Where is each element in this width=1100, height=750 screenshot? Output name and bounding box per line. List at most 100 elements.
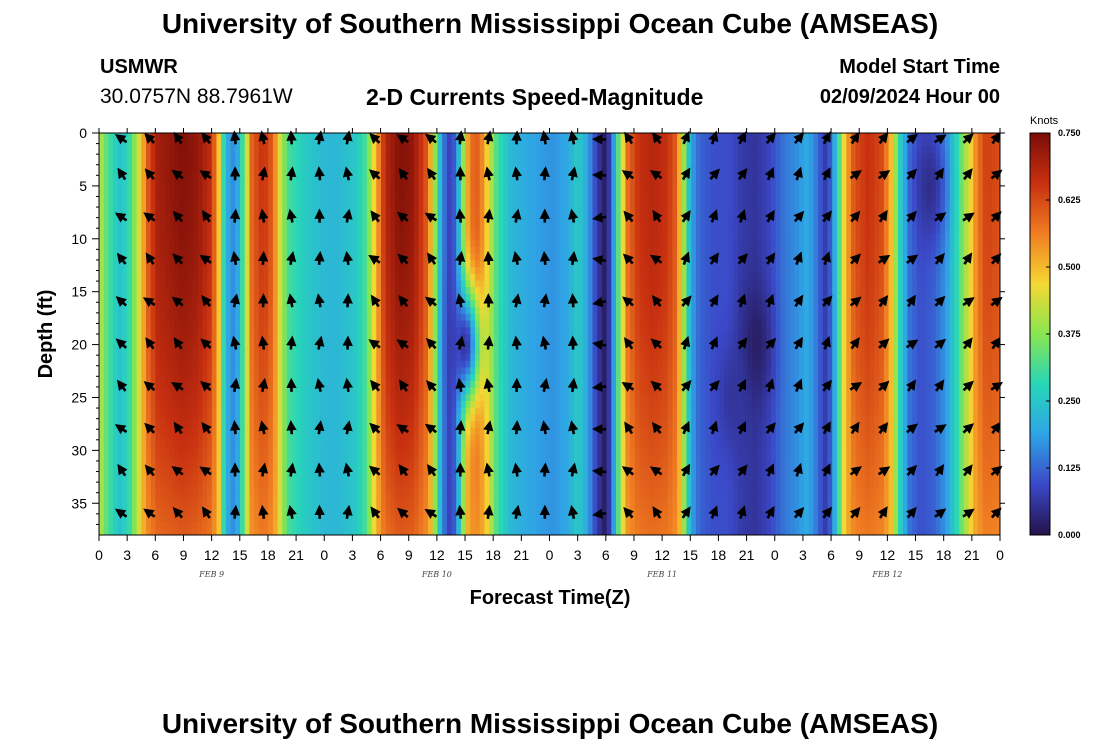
heatmap-cell xyxy=(371,461,377,469)
heatmap-cell xyxy=(108,401,114,409)
heatmap-cell xyxy=(329,340,335,348)
heatmap-cell xyxy=(103,528,109,536)
heatmap-cell xyxy=(160,240,166,248)
heatmap-cell xyxy=(240,200,246,208)
heatmap-cell xyxy=(221,521,227,529)
heatmap-cell xyxy=(413,220,419,228)
heatmap-cell xyxy=(254,528,260,536)
heatmap-cell xyxy=(188,293,194,301)
heatmap-cell xyxy=(470,133,476,141)
heatmap-cell xyxy=(404,220,410,228)
heatmap-cell xyxy=(263,273,269,281)
heatmap-cell xyxy=(211,146,217,154)
heatmap-cell xyxy=(413,186,419,194)
heatmap-cell xyxy=(470,186,476,194)
heatmap-cell xyxy=(409,427,415,435)
heatmap-cell xyxy=(343,481,349,489)
heatmap-cell xyxy=(249,461,255,469)
heatmap-cell xyxy=(446,454,452,462)
heatmap-cell xyxy=(240,193,246,201)
heatmap-cell xyxy=(136,334,142,342)
heatmap-cell xyxy=(225,200,231,208)
heatmap-cell xyxy=(475,159,481,167)
heatmap-cell xyxy=(103,246,109,254)
heatmap-cell xyxy=(127,401,133,409)
heatmap-cell xyxy=(136,246,142,254)
heatmap-cell xyxy=(113,159,119,167)
heatmap-cell xyxy=(287,501,293,509)
heatmap-cell xyxy=(470,528,476,536)
heatmap-cell xyxy=(475,354,481,362)
heatmap-cell xyxy=(136,468,142,476)
heatmap-cell xyxy=(131,226,137,234)
heatmap-cell xyxy=(357,139,363,147)
heatmap-cell xyxy=(399,387,405,395)
heatmap-cell xyxy=(395,488,401,496)
heatmap-cell xyxy=(366,159,372,167)
heatmap-cell xyxy=(197,421,203,429)
heatmap-cell xyxy=(174,179,180,187)
heatmap-cell xyxy=(282,374,288,382)
heatmap-cell xyxy=(249,213,255,221)
heatmap-cell xyxy=(136,528,142,536)
heatmap-cell xyxy=(164,447,170,455)
heatmap-cell xyxy=(160,246,166,254)
heatmap-cell xyxy=(456,280,462,288)
heatmap-cell xyxy=(108,374,114,382)
heatmap-cell xyxy=(371,447,377,455)
heatmap-cell xyxy=(437,447,443,455)
heatmap-cell xyxy=(460,447,466,455)
heatmap-cell xyxy=(155,240,161,248)
heatmap-cell xyxy=(183,334,189,342)
heatmap-cell xyxy=(319,233,325,241)
heatmap-cell xyxy=(155,260,161,268)
heatmap-cell xyxy=(287,179,293,187)
heatmap-cell xyxy=(329,233,335,241)
heatmap-cell xyxy=(418,454,424,462)
heatmap-cell xyxy=(319,434,325,442)
heatmap-cell xyxy=(404,367,410,375)
heatmap-cell xyxy=(470,327,476,335)
heatmap-cell xyxy=(305,246,311,254)
heatmap-cell xyxy=(188,360,194,368)
heatmap-cell xyxy=(479,133,485,141)
heatmap-cell xyxy=(174,474,180,482)
heatmap-cell xyxy=(371,327,377,335)
heatmap-cell xyxy=(343,179,349,187)
heatmap-cell xyxy=(348,488,354,496)
heatmap-cell xyxy=(352,380,358,388)
heatmap-cell xyxy=(287,347,293,355)
heatmap-cell xyxy=(362,166,368,174)
heatmap-cell xyxy=(310,313,316,321)
heatmap-cell xyxy=(479,367,485,375)
heatmap-cell xyxy=(207,401,213,409)
heatmap-cell xyxy=(366,367,372,375)
heatmap-cell xyxy=(437,468,443,476)
heatmap-cell xyxy=(160,521,166,529)
heatmap-cell xyxy=(376,447,382,455)
heatmap-cell xyxy=(399,206,405,214)
heatmap-cell xyxy=(146,206,152,214)
heatmap-cell xyxy=(131,313,137,321)
heatmap-cell xyxy=(169,501,175,509)
heatmap-cell xyxy=(334,441,340,449)
heatmap-cell xyxy=(258,474,264,482)
heatmap-cell xyxy=(221,240,227,248)
heatmap-cell xyxy=(319,287,325,295)
heatmap-cell xyxy=(178,293,184,301)
heatmap-cell xyxy=(460,267,466,275)
heatmap-cell xyxy=(141,313,147,321)
heatmap-cell xyxy=(122,394,128,402)
heatmap-cell xyxy=(475,474,481,482)
heatmap-cell xyxy=(174,488,180,496)
heatmap-cell xyxy=(381,394,387,402)
heatmap-cell xyxy=(127,501,133,509)
heatmap-cell xyxy=(254,488,260,496)
heatmap-cell xyxy=(357,508,363,516)
heatmap-cell xyxy=(352,179,358,187)
heatmap-cell xyxy=(305,401,311,409)
heatmap-cell xyxy=(446,528,452,536)
heatmap-cell xyxy=(225,193,231,201)
heatmap-cell xyxy=(183,468,189,476)
heatmap-cell xyxy=(287,287,293,295)
